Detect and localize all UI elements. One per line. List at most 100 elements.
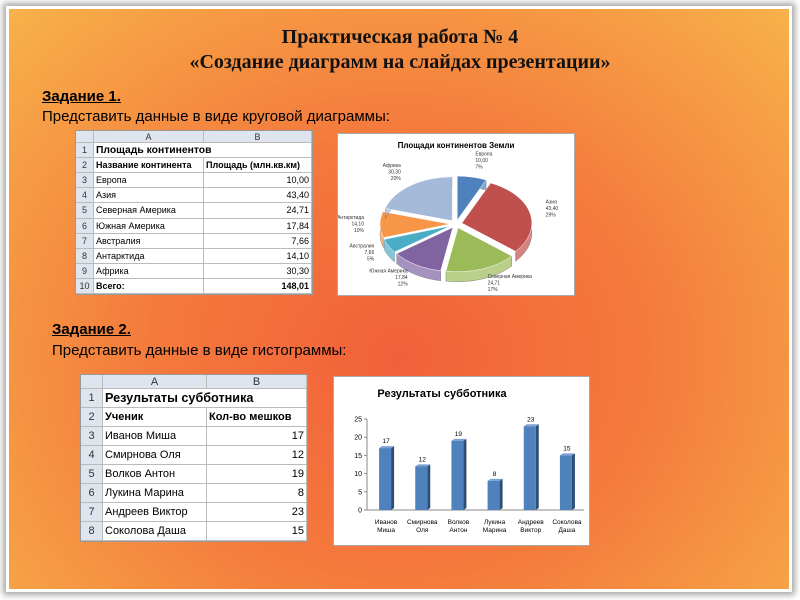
- data-label: 17,84: [395, 275, 408, 281]
- cell: Смирнова Оля: [103, 446, 207, 465]
- y-tick-label: 25: [354, 417, 362, 424]
- title-line: Практическая работа № 4: [281, 26, 519, 48]
- bar-side: [499, 478, 503, 510]
- column-letter: A: [94, 131, 204, 143]
- header-cell: Площадь (млн.кв.км): [204, 158, 312, 174]
- cell: Соколова Даша: [103, 522, 207, 541]
- cell: Волков Антон: [103, 465, 207, 484]
- task-text: Представить данные в виде гистограммы:: [52, 342, 347, 359]
- cell: 24,71: [204, 203, 312, 219]
- cell: 17: [207, 427, 307, 446]
- x-tick-label: Иванов Миша: [375, 519, 398, 534]
- data-label: 5%: [367, 256, 375, 262]
- row-number: 5: [81, 465, 103, 484]
- bar: [451, 440, 464, 510]
- data-label: 17: [382, 438, 390, 445]
- row-number: 8: [81, 522, 103, 541]
- row-number: 1: [81, 389, 103, 408]
- bar-chart: Результаты субботника 0 5 10 15 20 25 17 Иванов М…: [354, 388, 584, 534]
- cell: Африка: [94, 263, 204, 279]
- pie-slice: [457, 175, 487, 221]
- data-label: 20%: [391, 176, 402, 182]
- title-line: «Создание диаграмм на слайдах презентаци…: [189, 51, 611, 73]
- x-tick-label: Андреев Виктор: [518, 519, 545, 534]
- data-label: Северная Америка: [488, 274, 533, 280]
- pie-slice-group: [457, 175, 487, 221]
- data-label: 12%: [398, 281, 409, 287]
- task-label: Задание 1.: [42, 88, 121, 105]
- pie-slice-group: [383, 225, 451, 263]
- task-text: Представить данные в виде круговой диагр…: [42, 108, 390, 125]
- table-title: Результаты субботника: [103, 389, 307, 408]
- bar-side: [427, 464, 431, 510]
- cell: 15: [207, 522, 307, 541]
- cell: Азия: [94, 188, 204, 204]
- data-label: 43,40: [546, 206, 559, 212]
- cell: Лукина Марина: [103, 484, 207, 503]
- data-label: 15: [563, 445, 571, 452]
- total-cell: Всего:: [94, 278, 204, 294]
- data-label: 19: [455, 431, 463, 438]
- row-number: 10: [76, 278, 94, 294]
- data-label: 10,00: [475, 158, 488, 164]
- chart-title: Площади континентов Земли: [398, 141, 515, 150]
- row-number: 2: [76, 158, 94, 174]
- data-label: 8: [493, 471, 497, 478]
- header-cell: Ученик: [103, 408, 207, 427]
- pie-slice: [379, 211, 451, 238]
- bar-side: [391, 446, 395, 510]
- cell: 43,40: [204, 188, 312, 204]
- data-label: Европа: [475, 151, 492, 157]
- cell: Иванов Миша: [103, 427, 207, 446]
- cell: Антарктида: [94, 248, 204, 264]
- chart-title: Результаты субботника: [377, 388, 507, 400]
- table-title: Площадь континентов: [94, 143, 312, 159]
- row-number: 7: [81, 503, 103, 522]
- cell: Австралия: [94, 233, 204, 249]
- row-number: 3: [76, 173, 94, 189]
- row-number: 2: [81, 408, 103, 427]
- cell: 23: [207, 503, 307, 522]
- bar-side: [535, 424, 539, 510]
- data-label: Южная Америка: [369, 268, 407, 274]
- y-tick-label: 20: [354, 435, 362, 442]
- data-label: Азия: [546, 200, 557, 206]
- pie-slice: [396, 226, 454, 272]
- bar: [379, 448, 392, 510]
- row-number: 4: [81, 446, 103, 465]
- cell: 30,30: [204, 263, 312, 279]
- bar-top: [415, 464, 431, 467]
- bar-side: [463, 438, 467, 510]
- data-label: 12: [419, 456, 427, 463]
- bar-top: [487, 478, 503, 481]
- data-label: Австралия: [350, 243, 375, 249]
- header-cell: Кол-во мешков: [207, 408, 307, 427]
- pie-slice-group: [379, 211, 451, 248]
- bar: [523, 426, 536, 510]
- data-label: 7,66: [365, 250, 375, 256]
- data-label: 17%: [488, 287, 499, 293]
- cell: Северная Америка: [94, 203, 204, 219]
- cell: Южная Америка: [94, 218, 204, 234]
- row-number: 7: [76, 233, 94, 249]
- cell: Андреев Виктор: [103, 503, 207, 522]
- column-letter: B: [204, 131, 312, 143]
- task-label: Задание 2.: [52, 321, 131, 338]
- row-number: 8: [76, 248, 94, 264]
- x-tick-label: Соколова Даша: [552, 519, 582, 534]
- bar: [415, 466, 428, 510]
- cell: 12: [207, 446, 307, 465]
- cell: 19: [207, 465, 307, 484]
- bar-top: [379, 446, 395, 449]
- spreadsheet: A B 1 Результаты субботника 2 Ученик Кол-во ме…: [80, 374, 308, 542]
- data-label: 24,71: [488, 281, 501, 287]
- row-number: 5: [76, 203, 94, 219]
- total-cell: 148,01: [204, 278, 312, 294]
- bar-side: [571, 453, 575, 510]
- column-letter: B: [207, 375, 307, 389]
- pie-frame: Площади континентов Земли Европа 10,00 7% Аз…: [337, 133, 575, 296]
- pie-slice-group: [396, 226, 454, 281]
- bar: [487, 480, 500, 510]
- bar: [559, 455, 572, 510]
